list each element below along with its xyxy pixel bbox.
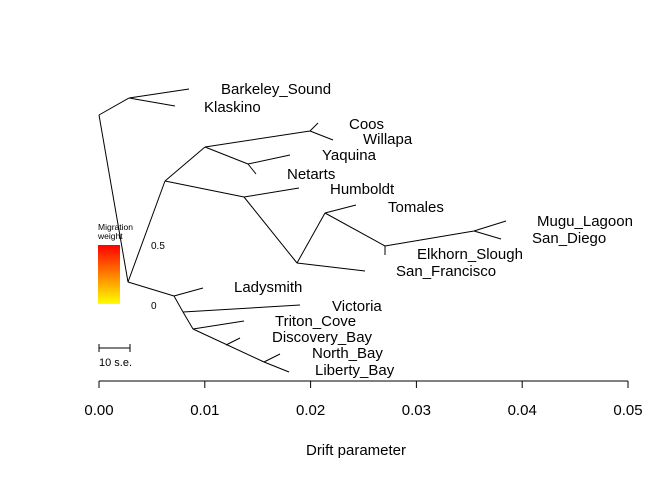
branch-to-sf-node xyxy=(243,196,298,264)
scale-bar xyxy=(98,344,131,352)
x-axis: 0.00 0.01 0.02 0.03 0.04 0.05 Drift parameter xyxy=(84,380,643,459)
tip-label-ladysmith: Ladysmith xyxy=(234,279,302,296)
branch-to-main-clade xyxy=(127,180,166,283)
x-axis-tick-label: 0.01 xyxy=(190,402,219,419)
tip-label-tomales: Tomales xyxy=(388,199,444,216)
x-axis-ticks: 0.00 0.01 0.02 0.03 0.04 0.05 xyxy=(84,381,643,419)
tip-label-mugu-lagoon: Mugu_Lagoon xyxy=(537,213,633,230)
legend-min-label: 0 xyxy=(151,301,157,312)
branch-to-elkhorn-node xyxy=(324,212,386,247)
branch-to-oregon-node xyxy=(164,146,206,182)
branch-to-triton-cove xyxy=(192,320,245,330)
tip-label-north-bay: North_Bay xyxy=(312,345,383,362)
legend-title-line2: weight xyxy=(97,231,123,241)
x-axis-tick-label: 0.05 xyxy=(613,402,642,419)
branch-to-tomales xyxy=(324,204,357,214)
branch-to-coos xyxy=(309,122,319,132)
branch-to-yaquina-netarts-node xyxy=(204,146,249,165)
x-axis-label: Drift parameter xyxy=(306,442,406,459)
tip-label-klaskino: Klaskino xyxy=(204,99,261,116)
tip-label-triton-cove: Triton_Cove xyxy=(275,313,356,330)
branch-to-mugu-lagoon xyxy=(473,220,507,232)
branch-to-barkeley-sound xyxy=(128,88,190,99)
tip-label-coos: Coos xyxy=(349,116,384,133)
tree-branches xyxy=(98,88,507,373)
branch-to-san-francisco xyxy=(296,262,366,272)
tip-label-netarts: Netarts xyxy=(287,166,335,183)
tip-label-liberty-bay: Liberty_Bay xyxy=(315,362,395,379)
legend-max-label: 0.5 xyxy=(151,241,165,252)
tip-label-elkhorn-slough: Elkhorn_Slough xyxy=(417,246,523,263)
branch-to-san-diego xyxy=(473,230,502,240)
legend-title-line1: Migration xyxy=(98,222,133,232)
branch-to-humboldt xyxy=(243,187,300,198)
legend-gradient-bar xyxy=(98,245,120,304)
tip-label-humboldt: Humboldt xyxy=(330,181,395,198)
tip-label-victoria: Victoria xyxy=(332,298,382,315)
x-axis-tick-label: 0.03 xyxy=(402,402,431,419)
branch-to-bay-node xyxy=(192,328,265,363)
tip-labels: Barkeley_Sound Klaskino Coos Willapa Yaq… xyxy=(204,81,633,379)
branch-to-north-bay xyxy=(263,353,281,363)
branch-to-inner-puget-node xyxy=(182,311,194,330)
branch-to-netarts xyxy=(247,163,257,175)
branch-to-klaskino xyxy=(128,97,176,107)
tip-label-yaquina: Yaquina xyxy=(322,147,377,164)
branch-to-discovery-bay-stub xyxy=(225,337,241,346)
branch-to-liberty-bay xyxy=(263,361,290,373)
branch-to-california-node xyxy=(164,180,245,198)
branch-to-victoria-node xyxy=(173,295,184,313)
branch-to-willapa xyxy=(309,130,334,141)
branch-to-coos-willapa-node xyxy=(204,130,311,148)
branch-to-socal-node xyxy=(384,230,475,247)
branch-root-to-north-node xyxy=(98,97,130,116)
x-axis-tick-label: 0.00 xyxy=(84,402,113,419)
branch-to-yaquina xyxy=(247,154,291,165)
branch-to-puget-node xyxy=(127,281,175,297)
tip-label-san-diego: San_Diego xyxy=(532,230,606,247)
x-axis-tick-label: 0.04 xyxy=(508,402,537,419)
branch-to-ladysmith xyxy=(173,287,204,297)
tip-label-barkeley-sound: Barkeley_Sound xyxy=(221,81,331,98)
x-axis-tick-label: 0.02 xyxy=(296,402,325,419)
branch-root-to-south-node xyxy=(98,114,129,283)
tip-label-willapa: Willapa xyxy=(363,131,413,148)
migration-weight-legend: Migration weight 0.5 0 xyxy=(97,222,165,312)
branch-to-tomales-node xyxy=(296,212,326,264)
scale-bar-label: 10 s.e. xyxy=(99,357,132,369)
tip-label-san-francisco: San_Francisco xyxy=(396,263,496,280)
tip-label-discovery-bay: Discovery_Bay xyxy=(272,329,373,346)
branch-to-victoria xyxy=(182,304,301,313)
